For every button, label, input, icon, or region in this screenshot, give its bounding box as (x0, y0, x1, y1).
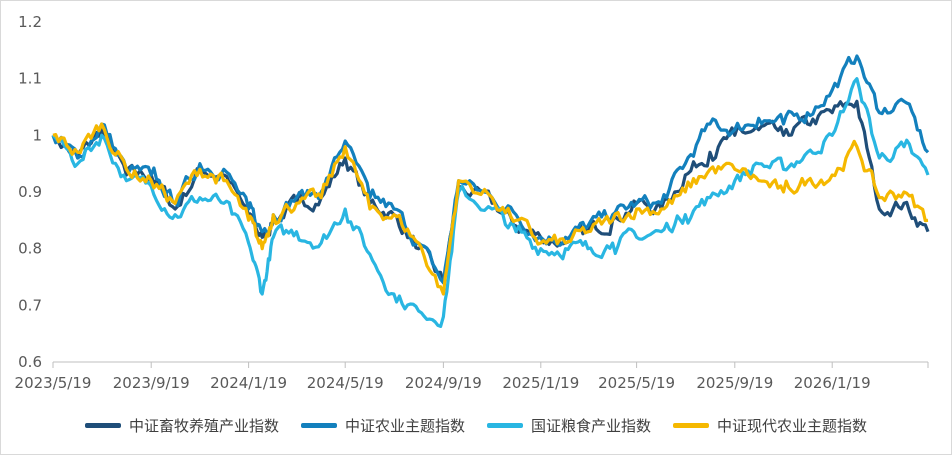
y-tick-label: 0.6 (18, 353, 42, 371)
legend-item: 国证粮食产业指数 (487, 415, 651, 436)
legend-item: 中证农业主题指数 (300, 415, 465, 436)
legend-swatch (673, 422, 710, 428)
legend-label: 中证农业主题指数 (344, 416, 465, 435)
x-tick-label: 2024/1/19 (210, 374, 287, 392)
legend-swatch (84, 422, 121, 428)
y-tick-label: 0.7 (18, 296, 42, 314)
legend-item: 中证现代农业主题指数 (673, 415, 867, 436)
legend-item: 中证畜牧养殖产业指数 (84, 415, 279, 436)
x-tick-label: 2023/9/19 (113, 374, 190, 392)
x-tick-label: 2024/9/19 (405, 374, 482, 392)
series-layer (51, 54, 930, 328)
x-tick-labels: 2023/5/19 2023/9/19 2024/1/19 2024/5/19 2024… (15, 374, 871, 392)
y-tick-labels: 0.6 0.7 0.8 0.9 1 1.1 1.2 (18, 13, 42, 371)
series-line-3 (51, 77, 930, 328)
y-tick-label: 1 (32, 126, 42, 144)
series-line-2 (51, 54, 930, 285)
x-tick-label: 2025/1/19 (502, 374, 579, 392)
legend-swatch (300, 422, 337, 428)
legend-swatch (487, 422, 523, 428)
y-tick-label: 0.8 (18, 240, 42, 258)
x-tick-label: 2025/9/19 (696, 374, 773, 392)
axes (52, 361, 929, 368)
x-tick-label: 2026/1/19 (794, 374, 871, 392)
y-tick-label: 1.1 (18, 70, 42, 88)
legend: 中证畜牧养殖产业指数 中证农业主题指数 国证粮食产业指数 中证现代农业主题指数 (0, 411, 952, 439)
legend-label: 中证现代农业主题指数 (717, 416, 868, 435)
x-tick-label: 2023/5/19 (15, 374, 92, 392)
series-line-4 (52, 122, 929, 296)
x-tick-label: 2025/5/19 (598, 374, 675, 392)
y-tick-label: 0.9 (18, 183, 42, 201)
legend-label: 中证畜牧养殖产业指数 (128, 416, 279, 435)
legend-label: 国证粮食产业指数 (531, 416, 652, 435)
x-tick-label: 2024/5/19 (307, 374, 384, 392)
y-tick-label: 1.2 (18, 13, 42, 31)
